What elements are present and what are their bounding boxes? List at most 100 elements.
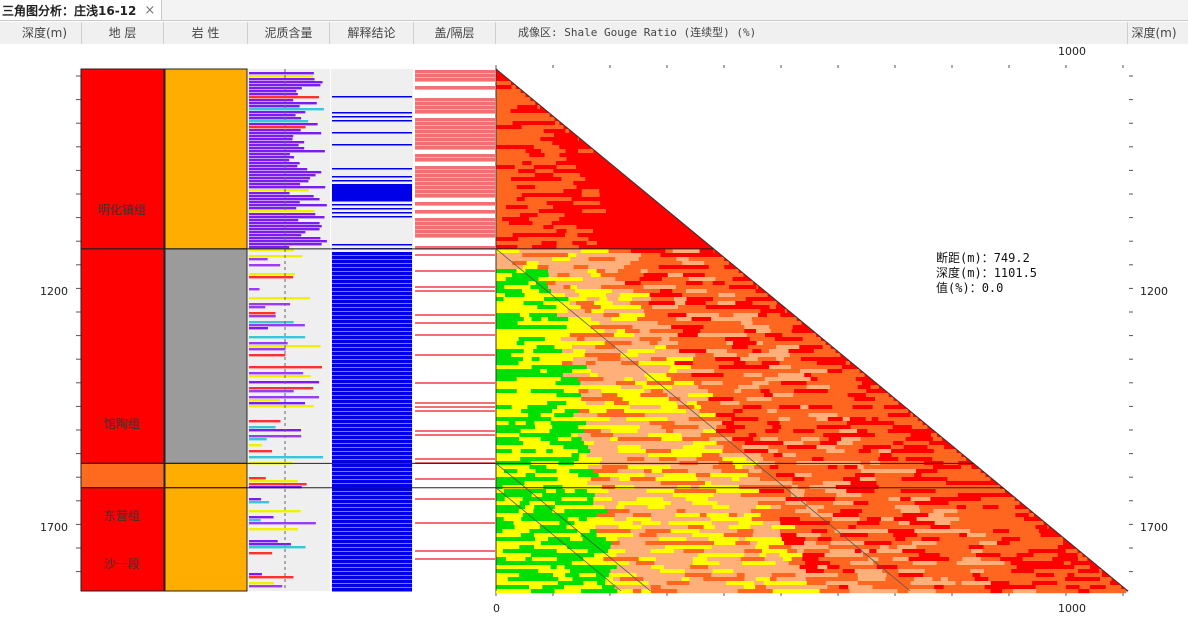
sgr-cell [750,525,773,530]
sgr-cell [972,573,981,578]
sgr-cell [673,297,688,302]
sgr-cell [948,485,969,490]
shale-bar [249,84,321,87]
sgr-cell [619,541,646,546]
sgr-cell [705,301,719,306]
sgr-cell [744,481,772,486]
sgr-cell [496,245,518,250]
sgr-cell [686,313,694,318]
sgr-cell [504,533,522,538]
sgr-cell [654,349,680,354]
sgr-cell [856,521,881,526]
sgr-cell [541,581,559,586]
sgr-cell [587,445,609,450]
sgr-cell [810,333,817,338]
sgr-cell [522,265,539,270]
sgr-cell [650,577,673,582]
shale-bar [249,174,316,177]
sgr-cell [599,193,622,198]
sgr-cell [776,409,795,414]
shale-bar [249,96,319,99]
shale-bar [249,504,289,507]
sgr-cell [496,301,525,306]
sgr-cell [551,185,577,190]
sgr-cell [681,505,700,510]
tab-triangle-analysis[interactable]: 三角图分析：庄浅16-12 × [0,0,163,20]
shale-bar [249,240,327,243]
sgr-cell [616,329,626,334]
sgr-cell [795,525,821,530]
sgr-cell [514,165,528,170]
sgr-cell [728,525,751,530]
cap-band [415,402,495,404]
sgr-cell [846,421,865,426]
shale-bar [249,198,320,201]
sgr-cell [733,397,748,402]
sgr-cell [1089,585,1107,590]
sgr-cell [780,521,799,526]
sgr-cell [771,405,780,410]
sgr-cell [763,581,791,586]
sgr-cell [517,309,546,314]
shale-bar [249,393,268,396]
sgr-cell [572,357,598,362]
sgr-cell [917,453,940,458]
sgr-cell [1009,501,1020,506]
sgr-cell [644,413,664,418]
sgr-cell [791,493,805,498]
shale-bar [249,408,274,411]
sgr-cell [626,413,646,418]
sgr-cell [537,233,566,238]
close-icon[interactable]: × [144,2,156,18]
sgr-cell [686,425,700,430]
sgr-cell [525,505,535,510]
sgr-cell [496,209,524,214]
cap-band [415,210,495,214]
sgr-cell [534,185,553,190]
sgr-cell [666,429,674,434]
sgr-cell [602,425,629,430]
sgr-cell [514,525,541,530]
sgr-cell [608,573,638,578]
sgr-cell [525,453,552,458]
sgr-cell [976,553,984,558]
value-label: 值(%)： [936,281,982,295]
sgr-cell [849,477,861,482]
sgr-cell [595,361,613,366]
interp-band [332,388,412,392]
sgr-cell [496,349,525,354]
sgr-cell [496,365,516,370]
stratum-block [80,248,165,464]
sgr-cell [621,361,640,366]
sgr-cell [948,533,960,538]
interp-band [332,440,412,444]
sgr-cell [590,477,611,482]
sgr-cell [879,409,891,414]
sgr-cell [638,353,651,358]
sgr-cell [764,333,783,338]
sgr-cell [637,465,649,470]
sgr-cell [888,545,898,550]
sgr-cell [746,529,755,534]
sgr-cell [891,453,919,458]
sgr-cell [723,373,745,378]
sgr-cell [867,533,894,538]
sgr-cell [502,253,511,258]
sgr-cell [535,281,547,286]
sgr-cell [648,453,676,458]
shale-bar [249,195,314,198]
sgr-cell [832,517,861,522]
sgr-cell [984,509,994,514]
sgr-cell [547,361,563,366]
interp-band [332,556,412,560]
sgr-cell [1011,569,1035,574]
sgr-cell [871,529,889,534]
sgr-cell [496,337,520,342]
sgr-cell [614,405,623,410]
sgr-cell [1032,557,1053,562]
sgr-cell [534,173,554,178]
sgr-cell [731,477,740,482]
sgr-cell [531,181,550,186]
shale-bar [249,384,303,387]
lithology-column [164,68,248,592]
